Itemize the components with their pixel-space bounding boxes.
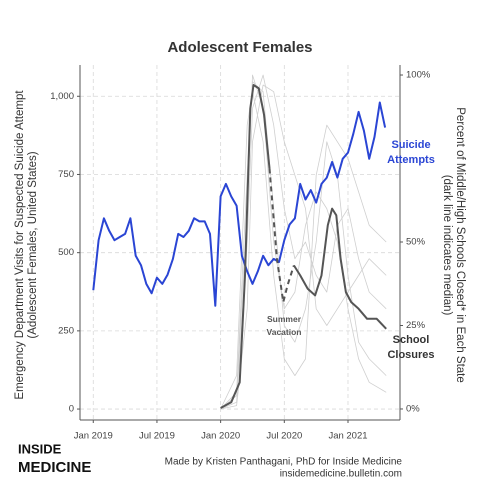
state-line (220, 84, 387, 410)
state-line (220, 74, 387, 410)
footer-line: insidemedicine.bulletin.com (280, 469, 402, 480)
y2-axis-label-line: Percent of Middle/High Schools Closed* i… (454, 107, 466, 383)
y-axis-label-line: Emergency Department Visits for Suspecte… (14, 90, 26, 400)
y2-tick-label: 50% (406, 237, 426, 248)
logo-line: INSIDE (18, 441, 62, 456)
y-axis-label-line: (Adolescent Females, United States) (27, 151, 39, 338)
y2-axis-label-line: (dark line indicates median) (441, 175, 453, 316)
y-tick-label: 1,000 (50, 91, 74, 102)
x-tick-label: Jul 2019 (139, 431, 175, 442)
y-tick-label: 250 (58, 325, 74, 336)
chart-title: Adolescent Females (167, 39, 312, 56)
y-tick-label: 500 (58, 247, 74, 258)
logo-line: MEDICINE (18, 459, 91, 476)
x-tick-label: Jan 2021 (328, 431, 367, 442)
median-line (220, 84, 387, 409)
annotation: School Closures (387, 334, 434, 361)
x-tick-label: Jan 2020 (201, 431, 240, 442)
y-axis-label: Emergency Department Visits for Suspecte… (14, 90, 39, 400)
x-tick-label: Jan 2019 (74, 431, 113, 442)
annotation: Summer Vacation (267, 314, 302, 337)
y2-tick-label: 0% (406, 403, 420, 414)
y2-axis-label: Percent of Middle/High Schools Closed* i… (441, 107, 466, 383)
y2-tick-label: 100% (406, 70, 431, 81)
series-label: Suicide Attempts (387, 139, 435, 166)
y-tick-label: 750 (58, 169, 74, 180)
footer-line: Made by Kristen Panthagani, PhD for Insi… (165, 457, 403, 468)
attempts-line (92, 101, 387, 307)
y-tick-label: 0 (69, 404, 74, 415)
y2-tick-label: 25% (406, 320, 426, 331)
x-tick-label: Jul 2020 (266, 431, 302, 442)
